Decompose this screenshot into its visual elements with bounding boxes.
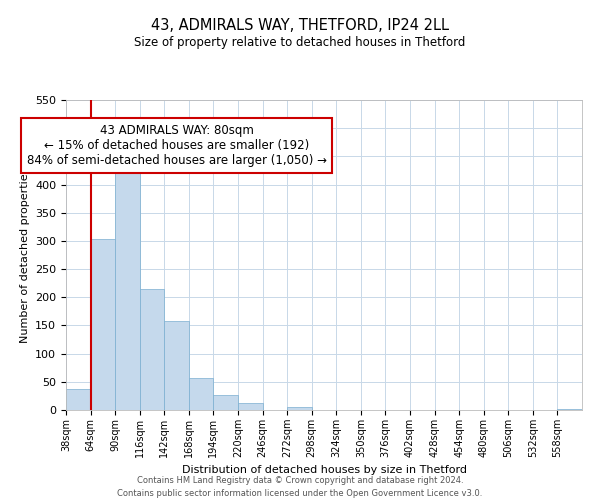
Bar: [287, 407, 312, 410]
Y-axis label: Number of detached properties: Number of detached properties: [20, 168, 29, 342]
Bar: [238, 402, 263, 410]
Bar: [164, 321, 189, 410]
Text: Size of property relative to detached houses in Thetford: Size of property relative to detached ho…: [134, 36, 466, 49]
Bar: [189, 378, 214, 410]
Bar: [115, 162, 140, 410]
Bar: [557, 409, 582, 410]
Text: 43, ADMIRALS WAY, THETFORD, IP24 2LL: 43, ADMIRALS WAY, THETFORD, IP24 2LL: [151, 18, 449, 32]
Bar: [91, 239, 115, 410]
X-axis label: Distribution of detached houses by size in Thetford: Distribution of detached houses by size …: [182, 466, 467, 475]
Bar: [214, 395, 238, 410]
Bar: [66, 389, 91, 410]
Bar: [140, 289, 164, 410]
Text: Contains HM Land Registry data © Crown copyright and database right 2024.
Contai: Contains HM Land Registry data © Crown c…: [118, 476, 482, 498]
Text: 43 ADMIRALS WAY: 80sqm
← 15% of detached houses are smaller (192)
84% of semi-de: 43 ADMIRALS WAY: 80sqm ← 15% of detached…: [26, 124, 326, 166]
